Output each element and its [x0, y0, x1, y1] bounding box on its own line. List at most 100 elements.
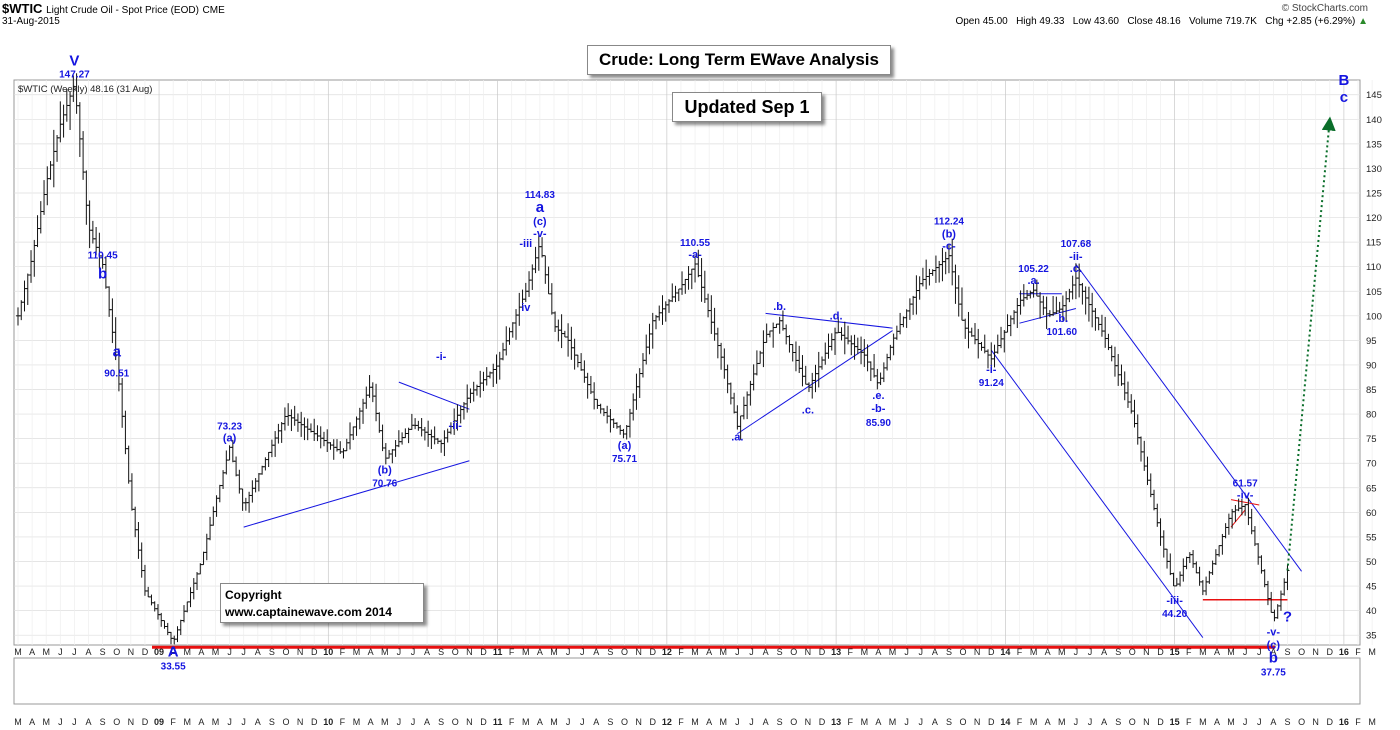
x-tick-label: A [706, 717, 712, 727]
x-tick-label: J [411, 717, 416, 727]
x-tick-label: M [861, 717, 869, 727]
x-tick-label: J [227, 717, 232, 727]
x-tick-label: A [763, 717, 769, 727]
x-tick-label: N [805, 717, 812, 727]
x-tick-label: M [184, 717, 192, 727]
x-tick-label: F [847, 647, 853, 657]
triangle-upper-line-1 [398, 381, 470, 410]
x-tick-label: D [1327, 717, 1334, 727]
x-tick-label: A [86, 717, 92, 727]
x-tick-label: N [635, 717, 642, 727]
x-tick-label: A [255, 717, 261, 727]
x-tick-label: N [805, 647, 812, 657]
price-stats: Open 45.00 High 49.33 Low 43.60 Close 48… [955, 16, 1368, 27]
x-tick-label: S [438, 647, 444, 657]
wave-label: .c. [802, 404, 814, 416]
x-tick-label: O [1129, 647, 1136, 657]
wave-label: 61.57 [1233, 479, 1258, 490]
x-tick-label: A [1270, 717, 1276, 727]
x-tick-label: O [282, 647, 289, 657]
x-tick-label: M [1199, 717, 1207, 727]
y-tick-label: 135 [1366, 139, 1382, 150]
x-tick-label: F [170, 647, 176, 657]
x-tick-label: A [368, 717, 374, 727]
x-tick-label: O [790, 717, 797, 727]
x-tick-label: J [241, 717, 246, 727]
x-tick-label: F [170, 717, 176, 727]
x-tick-label: M [691, 717, 699, 727]
x-axis: M A M J J A S O N D 09 F M A M J J A S O N D 10 F M A M J J A S O N D 11 F M… [14, 647, 1376, 657]
wave-label: (c) [533, 216, 547, 228]
wave-label: 114.83 [525, 190, 555, 201]
wave-label: .d. [830, 311, 843, 323]
x-tick-label: D [649, 647, 656, 657]
x-tick-label: F [1186, 717, 1192, 727]
x-tick-label: 16 [1339, 647, 1349, 657]
wave-label: 91.24 [979, 378, 1004, 389]
wave-label: (a) [223, 432, 237, 444]
y-tick-label: 65 [1366, 483, 1377, 494]
wave-label: .a. [731, 431, 743, 443]
x-tick-label: O [621, 647, 628, 657]
x-tick-label: A [1270, 647, 1276, 657]
wave-label: b [1269, 650, 1278, 667]
x-tick-label: M [212, 647, 220, 657]
x-tick-label: N [128, 717, 135, 727]
x-tick-label: J [58, 717, 63, 727]
y-tick-label: 85 [1366, 385, 1377, 396]
y-tick-label: 110 [1366, 262, 1381, 273]
x-tick-label: D [1327, 647, 1334, 657]
x-tick-label: F [509, 647, 515, 657]
channel-lower-line [990, 349, 1204, 638]
flag-bottom-line [1230, 509, 1246, 528]
wave-label: -ii- [449, 420, 463, 432]
x-tick-label: A [424, 717, 430, 727]
x-tick-label: O [790, 647, 797, 657]
x-tick-label: 10 [323, 717, 333, 727]
wave-label: .a. [1027, 275, 1039, 287]
ticker-symbol: $WTIC Light Crude Oil - Spot Price (EOD)… [2, 1, 225, 16]
wave-label: -b- [871, 403, 885, 415]
wave-label: 90.51 [104, 368, 129, 379]
wave-label: b [98, 265, 107, 282]
x-tick-label: D [649, 717, 656, 727]
x-tick-label: S [946, 717, 952, 727]
x-tick-label: J [580, 717, 585, 727]
x-tick-label: J [904, 717, 909, 727]
x-tick-label: 14 [1000, 647, 1010, 657]
updated-box: Updated Sep 1 [672, 92, 822, 122]
y-tick-label: 100 [1366, 311, 1382, 322]
wave-label: 37.75 [1261, 668, 1286, 679]
x-tick-label: J [397, 647, 402, 657]
x-tick-label: D [311, 647, 318, 657]
y-tick-label: 120 [1366, 213, 1382, 224]
wave-label: 75.71 [612, 454, 637, 465]
wave-label: (a) [618, 440, 632, 452]
x-tick-label: O [452, 647, 459, 657]
x-tick-label: A [593, 647, 599, 657]
x-tick-label: A [537, 647, 543, 657]
x-tick-label: S [777, 647, 783, 657]
x-tick-label: A [29, 647, 35, 657]
wave-label: 107.68 [1061, 239, 1092, 250]
projection-line [1286, 116, 1336, 571]
x-tick-label: N [1143, 647, 1150, 657]
x-tick-label: F [1355, 717, 1361, 727]
x-tick-label: M [522, 647, 530, 657]
x-tick-label: S [1115, 647, 1121, 657]
x-tick-label: J [749, 647, 754, 657]
x-tick-label: D [480, 717, 487, 727]
sub-panel-frame [13, 657, 1361, 705]
x-tick-label: M [1030, 647, 1038, 657]
x-tick-label: M [889, 717, 897, 727]
x-tick-label: J [1074, 647, 1079, 657]
x-tick-label: A [1045, 647, 1051, 657]
wave-label: .b. [773, 301, 786, 313]
x-tick-label: J [227, 647, 232, 657]
x-tick-label: 15 [1170, 647, 1180, 657]
x-tick-label: M [212, 717, 220, 727]
x-tick-label: A [1101, 717, 1107, 727]
x-tick-label: A [875, 647, 881, 657]
x-tick-label: A [1214, 647, 1220, 657]
stat-change: Chg +2.85 (+6.29%) ▲ [1265, 16, 1368, 27]
